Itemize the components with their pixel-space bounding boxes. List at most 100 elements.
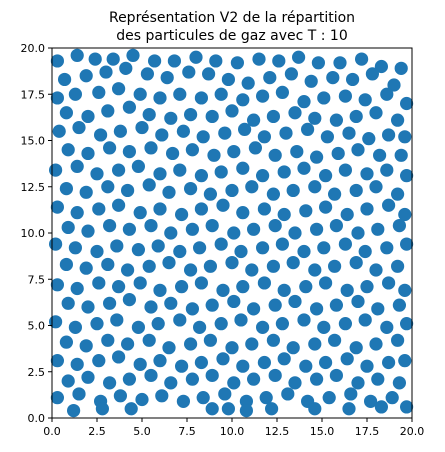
particle-point xyxy=(218,387,232,401)
particle-point xyxy=(371,372,385,386)
particle-point xyxy=(81,224,95,238)
particle-point xyxy=(203,259,217,273)
particle-point xyxy=(234,244,248,259)
particle-point xyxy=(288,294,302,309)
particle-point xyxy=(398,354,412,368)
particle-point xyxy=(52,124,66,138)
particle-point xyxy=(275,317,289,331)
particle-point xyxy=(103,219,117,233)
particle-point xyxy=(50,391,64,405)
particle-point xyxy=(194,202,208,216)
particle-point xyxy=(398,130,412,144)
particle-point xyxy=(329,298,343,312)
particle-point xyxy=(173,244,187,259)
particle-point xyxy=(50,54,64,68)
particle-point xyxy=(58,72,72,87)
particle-point xyxy=(331,146,345,161)
particle-point xyxy=(119,61,133,75)
particle-point xyxy=(319,169,333,183)
particle-point xyxy=(391,187,405,201)
particle-point xyxy=(304,74,318,88)
particle-point xyxy=(196,391,210,405)
particle-point xyxy=(221,72,235,87)
particle-point xyxy=(320,130,334,144)
particle-point xyxy=(380,163,394,177)
particle-point xyxy=(338,89,352,103)
x-tick-label: 5.0 xyxy=(133,425,151,438)
particle-point xyxy=(225,341,239,355)
particle-point xyxy=(184,263,198,277)
particle-point xyxy=(101,104,115,118)
particle-point xyxy=(400,317,414,331)
particle-point xyxy=(144,141,158,155)
particle-point xyxy=(328,187,342,201)
particle-point xyxy=(349,109,363,124)
particle-point xyxy=(153,91,167,105)
particle-point xyxy=(214,317,228,331)
particle-point xyxy=(385,391,399,405)
particle-point xyxy=(364,394,378,408)
y-tick-label: 0.0 xyxy=(28,412,46,425)
particle-point xyxy=(340,283,354,297)
particle-point xyxy=(49,163,63,177)
particle-point xyxy=(144,219,158,233)
particle-point xyxy=(236,359,250,373)
particle-point xyxy=(340,352,354,366)
particle-point xyxy=(162,256,176,270)
particle-point xyxy=(329,113,343,127)
x-tick-label: 2.5 xyxy=(88,425,106,438)
particle-point xyxy=(167,54,181,68)
particle-point xyxy=(92,85,106,99)
particle-point xyxy=(299,204,313,218)
particle-point xyxy=(176,394,190,408)
particle-point xyxy=(122,222,136,236)
x-tick-label: 10.0 xyxy=(220,425,245,438)
y-axis: 0.0 2.5 5.0 7.5 10.0 12.5 15.0 17.5 20.0 xyxy=(21,42,52,425)
particle-point xyxy=(310,222,324,236)
particle-point xyxy=(351,226,365,240)
particle-point xyxy=(175,359,189,373)
particle-point xyxy=(140,67,154,81)
particle-point xyxy=(275,237,289,251)
particle-point xyxy=(61,296,75,310)
particle-point xyxy=(61,143,75,157)
particle-point xyxy=(236,206,250,220)
particle-point xyxy=(277,283,291,297)
particle-point xyxy=(182,65,196,79)
particle-point xyxy=(248,141,262,155)
particle-point xyxy=(369,263,383,277)
particle-point xyxy=(369,180,383,194)
particle-point xyxy=(162,341,176,355)
particle-point xyxy=(279,126,293,140)
particle-point xyxy=(360,202,374,216)
particle-point xyxy=(333,56,347,70)
particle-point xyxy=(338,163,352,177)
particle-point xyxy=(374,400,388,414)
particle-point xyxy=(297,244,311,259)
particle-point xyxy=(112,82,126,96)
particle-point xyxy=(184,182,198,196)
particle-point xyxy=(266,259,280,273)
particle-point xyxy=(70,357,84,371)
particle-point xyxy=(112,163,126,177)
particle-point xyxy=(351,376,365,390)
particle-point xyxy=(131,320,145,334)
particle-point xyxy=(68,87,82,101)
particle-point xyxy=(68,241,82,255)
particle-point xyxy=(319,200,333,214)
particle-point xyxy=(400,96,414,111)
particle-point xyxy=(340,207,354,222)
particle-point xyxy=(135,392,149,407)
particle-point xyxy=(227,294,241,309)
particle-point xyxy=(297,161,311,175)
particle-point xyxy=(101,257,115,272)
particle-point xyxy=(392,219,406,233)
particle-point xyxy=(362,132,376,146)
particle-point xyxy=(297,95,311,109)
particle-point xyxy=(263,71,277,85)
particle-point xyxy=(173,87,187,101)
particle-point xyxy=(360,359,374,373)
particle-point xyxy=(90,167,104,181)
particle-point xyxy=(342,126,356,140)
particle-point xyxy=(59,182,73,196)
